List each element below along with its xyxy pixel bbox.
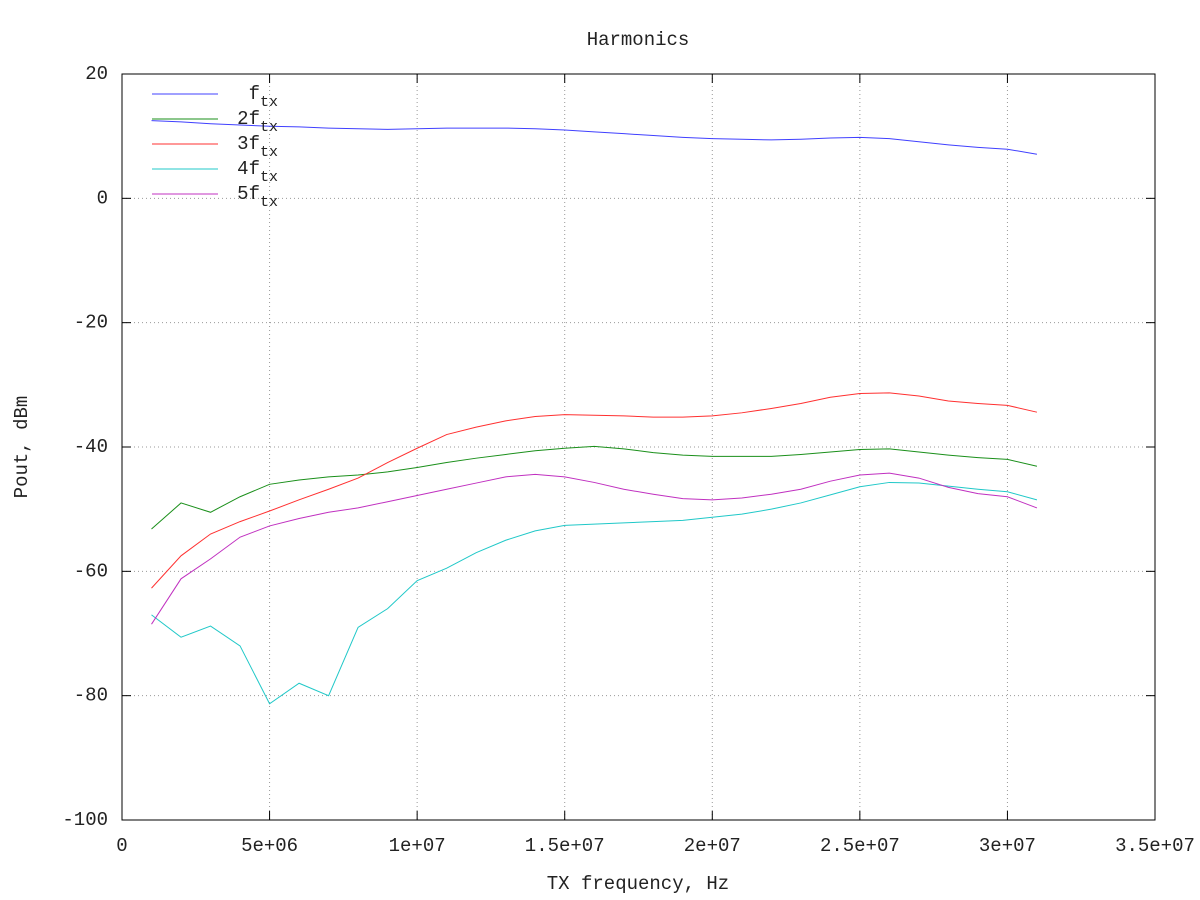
legend-subscript: tx: [260, 119, 278, 136]
y-tick-label: -80: [74, 685, 108, 707]
series-line: [151, 392, 1038, 589]
legend-name: 2f: [237, 108, 260, 130]
x-tick-label: 3.5e+07: [1115, 835, 1195, 857]
y-tick-label: -60: [74, 560, 108, 582]
x-tick-label: 2e+07: [684, 835, 741, 857]
y-axis-label: Pout, dBm: [11, 396, 33, 499]
legend-subscript: tx: [260, 144, 278, 161]
y-tick-label: 0: [97, 187, 108, 209]
x-tick-label: 1.5e+07: [525, 835, 605, 857]
legend-subscript: tx: [260, 194, 278, 211]
legend-name: f: [249, 83, 260, 105]
series-line: [151, 445, 1038, 530]
legend-name: 4f: [237, 158, 260, 180]
legend-label: 5ftx: [237, 183, 278, 211]
x-tick-label: 2.5e+07: [820, 835, 900, 857]
series-line: [151, 481, 1038, 705]
x-tick-label: 0: [116, 835, 127, 857]
chart-title: Harmonics: [587, 29, 690, 51]
series-line: [151, 472, 1038, 625]
y-tick-label: -40: [74, 436, 108, 458]
legend-label: 2ftx: [237, 108, 278, 136]
x-axis-label: TX frequency, Hz: [547, 873, 729, 895]
legend-name: 5f: [237, 183, 260, 205]
x-tick-label: 1e+07: [389, 835, 446, 857]
y-tick-label: -100: [62, 809, 108, 831]
legend-label: ftx: [249, 83, 278, 111]
plot-border: [121, 73, 1156, 821]
legend-name: 3f: [237, 133, 260, 155]
legend-subscript: tx: [260, 169, 278, 186]
legend-label: 3ftx: [237, 133, 278, 161]
x-tick-label: 5e+06: [241, 835, 298, 857]
legend-label: 4ftx: [237, 158, 278, 186]
series-line: [151, 120, 1038, 155]
x-tick-label: 3e+07: [979, 835, 1036, 857]
y-tick-label: 20: [85, 63, 108, 85]
legend-subscript: tx: [260, 94, 278, 111]
y-tick-label: -20: [74, 312, 108, 334]
